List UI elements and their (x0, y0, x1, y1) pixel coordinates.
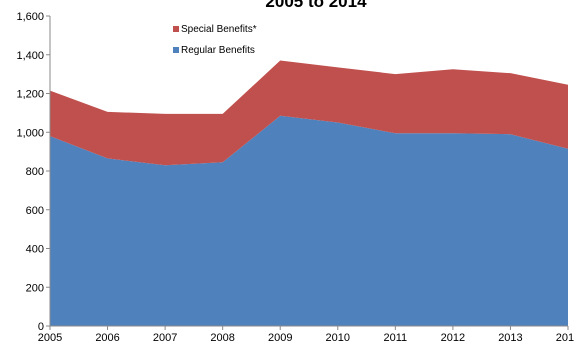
x-tick-label: 2011 (384, 332, 408, 343)
legend-swatch-regular-benefits (173, 47, 179, 53)
x-tick-label: 2005 (38, 332, 62, 343)
x-tick-label: 2008 (210, 332, 234, 343)
y-tick-label: 400 (26, 244, 44, 256)
plot-areas (50, 60, 568, 326)
y-tick-label: 1,000 (16, 127, 44, 139)
area-series-special-benefits (50, 60, 568, 166)
y-tick-label: 1,200 (16, 89, 44, 101)
legend-label-special-benefits: Special Benefits* (181, 24, 257, 35)
legend-swatch-special-benefits (173, 26, 179, 32)
x-tick-label: 2009 (268, 332, 292, 343)
legend-label-regular-benefits: Regular Benefits (181, 45, 255, 56)
area-series-regular-benefits (50, 115, 568, 326)
chart-title: 2005 to 2014 (265, 0, 367, 11)
x-tick-label: 2012 (441, 332, 465, 343)
y-tick-label: 200 (26, 282, 44, 294)
x-axis-ticks: 2005 2006 2007 2008 2009 2010 2011 2012 2013 2014 (38, 326, 574, 343)
x-tick-label: 2006 (95, 332, 119, 343)
y-tick-label: 1,600 (16, 11, 44, 23)
y-tick-label: 800 (26, 166, 44, 178)
y-axis-ticks: 0 200 400 600 800 1,000 1,200 1,400 1,600 (16, 11, 50, 333)
y-tick-label: 1,400 (16, 50, 44, 62)
x-tick-label: 2010 (326, 332, 350, 343)
y-tick-label: 600 (26, 205, 44, 217)
x-tick-label: 2013 (498, 332, 522, 343)
x-tick-label: 2014 (556, 332, 574, 343)
x-tick-label: 2007 (153, 332, 177, 343)
y-tick-label: 0 (38, 321, 44, 333)
legend: Special Benefits* Regular Benefits (173, 24, 257, 56)
